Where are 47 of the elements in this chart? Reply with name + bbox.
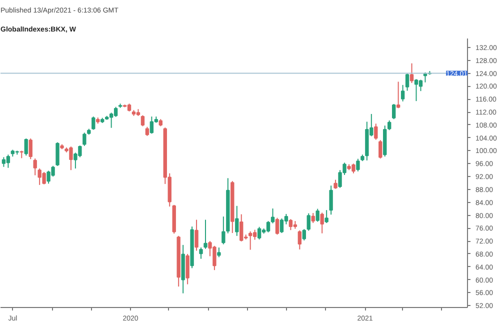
candlestick xyxy=(6,154,10,168)
candlestick xyxy=(288,218,293,231)
candlestick xyxy=(405,73,410,92)
candlestick xyxy=(334,179,338,190)
candlestick xyxy=(306,212,310,232)
candlestick xyxy=(235,205,239,236)
candlestick xyxy=(257,226,262,240)
candlestick xyxy=(145,126,150,136)
candlestick xyxy=(252,229,257,240)
candlestick xyxy=(270,208,275,224)
candlestick xyxy=(2,156,6,168)
candlestick xyxy=(316,208,320,222)
candlestick xyxy=(194,219,198,252)
candlestick xyxy=(186,253,190,285)
candlestick xyxy=(140,114,145,127)
candlestick xyxy=(33,158,37,176)
candlestick xyxy=(374,123,378,140)
candlestick xyxy=(109,112,114,128)
candlestick xyxy=(311,212,315,224)
candlestick xyxy=(199,247,203,260)
candlestick xyxy=(275,217,280,236)
candlestick xyxy=(248,230,252,250)
candlestick xyxy=(356,158,360,172)
candlestick xyxy=(298,230,302,250)
candlestick xyxy=(204,219,208,250)
candlestick xyxy=(240,214,244,242)
candlestick xyxy=(396,81,400,109)
candlestick xyxy=(392,103,396,120)
candlestick xyxy=(378,140,382,159)
candlestick xyxy=(217,247,221,258)
candlestick xyxy=(92,116,96,130)
candlestick xyxy=(280,218,284,234)
candlestick xyxy=(418,79,423,92)
candlestick xyxy=(150,116,154,134)
candlestick xyxy=(400,84,405,102)
candlestick xyxy=(56,142,60,166)
candlestick xyxy=(266,220,270,233)
candlestick xyxy=(414,78,418,102)
candlestick xyxy=(320,212,324,234)
candlestick xyxy=(410,62,414,84)
candlestick xyxy=(324,210,328,224)
candlestick xyxy=(28,138,32,160)
candlestick xyxy=(302,228,306,241)
candlestick xyxy=(82,132,86,146)
candlestick xyxy=(329,185,333,216)
candlestick xyxy=(24,138,28,156)
candlestick xyxy=(114,106,118,118)
